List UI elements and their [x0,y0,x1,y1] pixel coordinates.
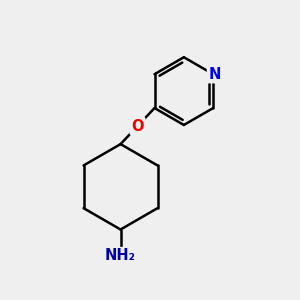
Text: NH₂: NH₂ [105,248,136,263]
Text: N: N [208,67,221,82]
Text: O: O [131,118,144,134]
